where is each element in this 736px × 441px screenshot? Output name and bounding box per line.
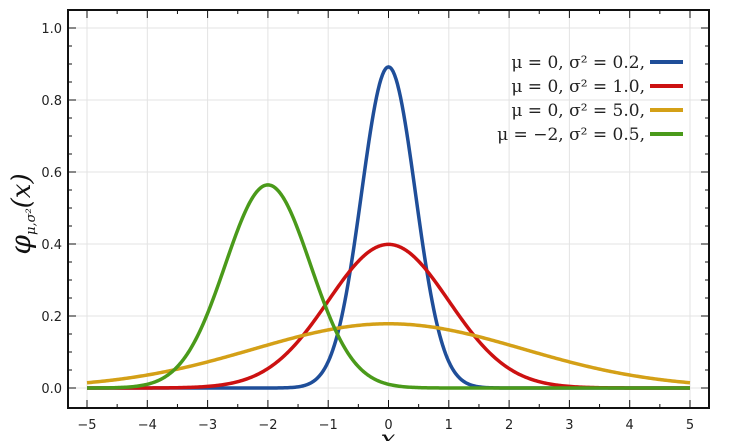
legend: μ = 0, σ² = 0.2, μ = 0, σ² = 1.0, μ = 0, σ…	[497, 53, 683, 145]
y-tick-label: 0.0	[41, 382, 62, 397]
y-axis-title: φμ,σ²(x)	[4, 173, 39, 254]
x-tick-label: 5	[686, 418, 694, 433]
legend-label-2: μ = 0, σ² = 1.0,	[511, 77, 645, 97]
y-tick-label: 1.0	[41, 22, 62, 37]
y-tick-labels: 0.0 0.2 0.4 0.6 0.8 1.0	[41, 22, 62, 397]
series-line-4	[86, 183, 691, 390]
x-tick-label: 3	[565, 418, 573, 433]
y-axis-argument: (x)	[7, 173, 37, 208]
y-tick-label: 0.2	[41, 310, 62, 325]
series-line-3	[86, 322, 691, 385]
x-tick-label: −4	[138, 418, 157, 433]
x-tick-label: 0	[384, 418, 392, 433]
x-tick-label: 4	[626, 418, 634, 433]
x-tick-label: 1	[445, 418, 453, 433]
y-tick-label: 0.8	[41, 94, 62, 109]
x-axis-title: x	[381, 425, 396, 441]
legend-label-1: μ = 0, σ² = 0.2,	[511, 53, 645, 73]
legend-label-4: μ = −2, σ² = 0.5,	[497, 125, 645, 145]
y-axis-phi: φ	[4, 235, 37, 255]
x-tick-label: −1	[319, 418, 338, 433]
x-tick-label: 2	[505, 418, 513, 433]
ticks	[68, 10, 709, 408]
y-tick-label: 0.4	[41, 238, 62, 253]
x-tick-label: −3	[198, 418, 217, 433]
x-tick-label: −5	[77, 418, 96, 433]
x-tick-labels: −5 −4 −3 −2 −1 0 1 2 3 4 5	[77, 418, 694, 433]
curves	[86, 65, 691, 390]
y-tick-label: 0.6	[41, 166, 62, 181]
legend-label-3: μ = 0, σ² = 5.0,	[511, 101, 645, 121]
y-axis-subscript: μ,σ²	[24, 208, 39, 235]
x-tick-label: −2	[258, 418, 277, 433]
